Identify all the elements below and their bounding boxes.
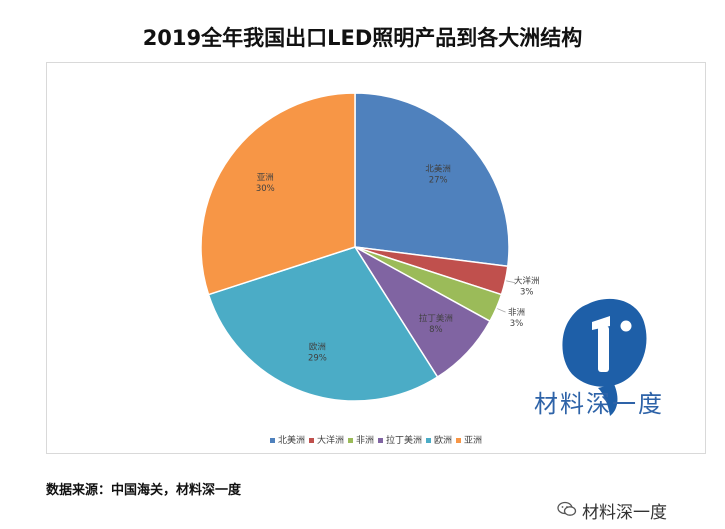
brand-logo-icon bbox=[562, 298, 647, 416]
source-note: 数据来源：中国海关，材料深一度 bbox=[46, 483, 242, 498]
legend-item-5: 亚洲 bbox=[456, 433, 482, 446]
slice-percent-4: 29% bbox=[308, 353, 327, 363]
chart-legend: 北美洲 大洋洲 非洲 拉丁美洲 欧洲 亚洲 bbox=[46, 433, 706, 446]
slice-label-5: 亚洲 bbox=[257, 173, 274, 183]
slice-label-3: 拉丁美洲 bbox=[419, 313, 453, 324]
legend-label-4: 欧洲 bbox=[434, 436, 453, 446]
legend-swatch-0 bbox=[269, 438, 275, 443]
legend-item-1: 大洋洲 bbox=[308, 433, 344, 446]
legend-item-2: 非洲 bbox=[347, 433, 374, 446]
slice-label-0: 北美洲 bbox=[425, 164, 451, 175]
legend-swatch-3 bbox=[378, 438, 383, 443]
leader-line-1 bbox=[506, 280, 516, 284]
leader-line-2 bbox=[497, 308, 506, 313]
legend-swatch-1 bbox=[308, 438, 314, 443]
wechat-icon bbox=[557, 501, 577, 516]
watermark: 材料深一度 bbox=[582, 503, 667, 523]
legend-label-5: 亚洲 bbox=[464, 436, 483, 446]
legend-label-0: 北美洲 bbox=[277, 436, 305, 446]
legend-label-2: 非洲 bbox=[355, 436, 374, 446]
legend-item-3: 拉丁美洲 bbox=[378, 433, 422, 446]
pie-slice-0 bbox=[354, 92, 510, 268]
chart-area: 北美洲 27% 大洋洲 3% 非洲 3% 拉丁美洲 8% 欧洲 29% 亚洲 30% bbox=[46, 62, 706, 454]
slice-percent-3: 8% bbox=[429, 325, 443, 335]
legend-label-3: 拉丁美洲 bbox=[386, 436, 423, 446]
legend-label-1: 大洋洲 bbox=[316, 436, 344, 446]
brand-logo-text: 材料深一度 bbox=[534, 390, 664, 418]
slice-percent-0: 27% bbox=[429, 176, 448, 186]
slice-percent-1: 3% bbox=[520, 287, 534, 297]
slice-percent-2: 3% bbox=[510, 319, 523, 329]
legend-swatch-5 bbox=[456, 438, 462, 443]
pie-slice-4 bbox=[207, 246, 439, 402]
legend-item-4: 欧洲 bbox=[426, 433, 452, 446]
chart-title: 2019全年我国出口LED照明产品到各大洲结构 bbox=[142, 26, 583, 50]
slice-label-1: 大洋洲 bbox=[514, 275, 540, 286]
slice-label-4: 欧洲 bbox=[309, 341, 326, 352]
legend-swatch-2 bbox=[347, 438, 353, 443]
slice-percent-5: 30% bbox=[256, 184, 275, 194]
legend-item-0: 北美洲 bbox=[269, 433, 305, 446]
legend-swatch-4 bbox=[426, 438, 432, 443]
slice-label-2: 非洲 bbox=[508, 307, 525, 318]
pie-slice-5 bbox=[200, 92, 356, 296]
